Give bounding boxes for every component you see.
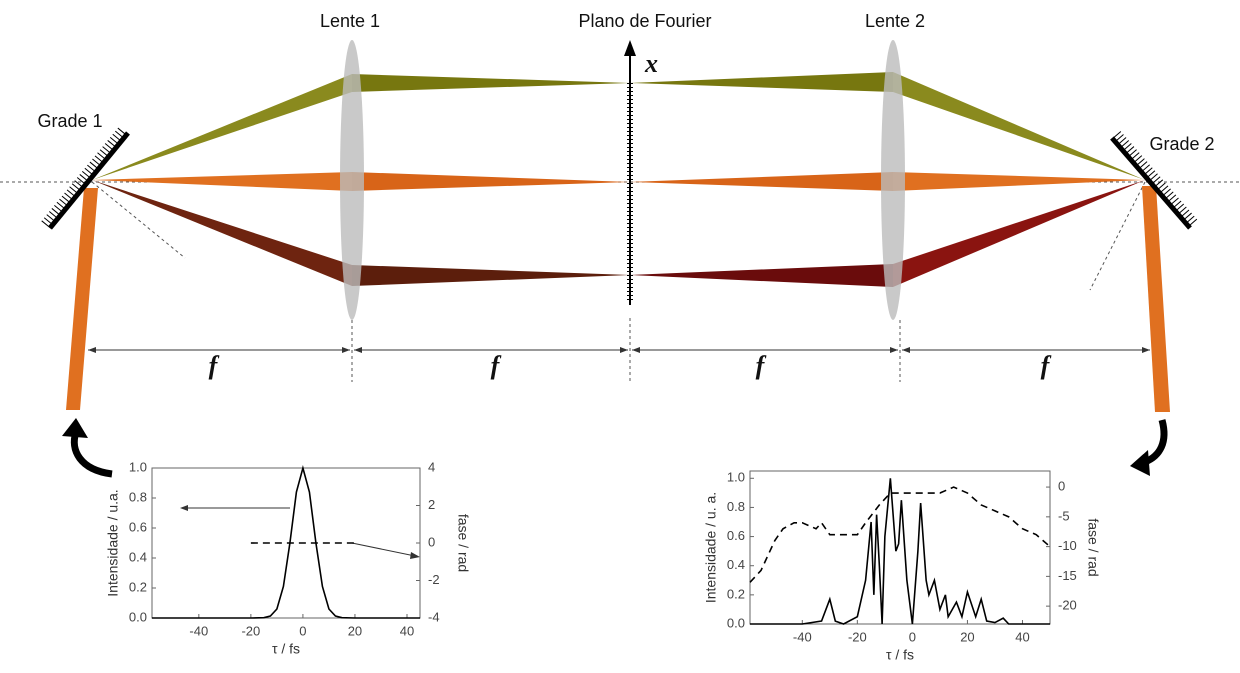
- y-tick-label: 0.6: [727, 528, 745, 543]
- x-axis-label: τ / fs: [272, 641, 300, 657]
- plot-frame: [151, 467, 421, 619]
- y2-tick-label: 0: [428, 534, 435, 549]
- y-tick-label: 0.4: [129, 549, 147, 564]
- beam: [893, 172, 1145, 191]
- label: Lente 2: [865, 11, 925, 31]
- y2-tick-label: -20: [1058, 598, 1077, 613]
- x-tick-label: 0: [299, 623, 306, 638]
- normal-line: [1089, 181, 1146, 291]
- focal-label: f: [209, 351, 220, 380]
- normal-line: [91, 181, 186, 259]
- y2-tick-label: -4: [428, 609, 440, 624]
- x-tick-label: -40: [189, 623, 208, 638]
- label: Lente 1: [320, 11, 380, 31]
- y-tick-label: 0.0: [727, 615, 745, 630]
- x-tick-label: 20: [348, 623, 362, 638]
- output-beam: [1142, 186, 1170, 412]
- x-tick-label: -40: [793, 629, 812, 644]
- curved-arrow-head: [1130, 450, 1150, 476]
- y2-tick-label: 2: [428, 497, 435, 512]
- beam: [352, 172, 630, 191]
- lens: [340, 40, 364, 320]
- y2-axis-label: fase / rad: [1085, 518, 1101, 576]
- annotation-arrow-head: [410, 552, 420, 559]
- y2-tick-label: -10: [1058, 538, 1077, 553]
- x-tick-label: -20: [848, 629, 867, 644]
- y-tick-label: 0.8: [727, 499, 745, 514]
- beam: [630, 264, 893, 287]
- series-line: [750, 478, 1050, 625]
- y2-tick-label: -5: [1058, 508, 1070, 523]
- y-tick-label: 0.8: [129, 489, 147, 504]
- beam: [92, 180, 352, 286]
- grating: [1110, 136, 1192, 230]
- beam: [893, 180, 1145, 287]
- x-tick-label: 20: [960, 629, 974, 644]
- label: Grade 1: [37, 111, 102, 131]
- y2-tick-label: 4: [428, 459, 435, 474]
- beam: [630, 172, 893, 191]
- annotation-arrow: [351, 542, 416, 557]
- y-tick-label: 0.6: [129, 519, 147, 534]
- beam: [92, 172, 352, 191]
- y2-tick-label: -2: [428, 572, 440, 587]
- beam: [92, 74, 352, 180]
- plot-frame: [749, 470, 1051, 625]
- beam: [630, 72, 893, 92]
- beam: [893, 72, 1145, 180]
- arrow-head: [624, 40, 636, 56]
- y2-tick-label: -15: [1058, 568, 1077, 583]
- lens: [881, 40, 905, 320]
- series-line: [152, 464, 420, 619]
- y2-axis-label: fase / rad: [455, 514, 471, 572]
- focal-label: f: [756, 351, 767, 380]
- y-axis-label: Intensidade / u. a.: [703, 492, 719, 603]
- y-tick-label: 0.0: [129, 609, 147, 624]
- x-tick-label: 0: [909, 629, 916, 644]
- axis-label: x: [644, 49, 658, 78]
- focal-label: f: [1041, 351, 1052, 380]
- dimension-arrows: [88, 347, 1150, 353]
- beam: [352, 265, 630, 286]
- x-tick-label: -20: [241, 623, 260, 638]
- y-tick-label: 0.2: [129, 579, 147, 594]
- y-axis-label: Intensidade / u.a.: [105, 489, 121, 596]
- focal-label: f: [491, 351, 502, 380]
- label: Grade 2: [1149, 134, 1214, 154]
- x-tick-label: 40: [1015, 629, 1029, 644]
- y-tick-label: 1.0: [129, 459, 147, 474]
- dimension-ticks: [351, 318, 901, 382]
- curved-arrow-head: [62, 418, 88, 438]
- series-line: [749, 486, 1051, 583]
- y2-tick-label: 0: [1058, 479, 1065, 494]
- input-beam: [66, 188, 98, 410]
- x-axis-label: τ / fs: [886, 647, 914, 663]
- beam: [352, 74, 630, 92]
- annotation-arrow-head: [180, 505, 188, 511]
- label: Plano de Fourier: [578, 11, 711, 31]
- grating-teeth: [41, 126, 129, 229]
- y-tick-label: 1.0: [727, 470, 745, 485]
- y-tick-label: 0.4: [727, 557, 745, 572]
- curved-arrow: [70, 430, 113, 478]
- y-tick-label: 0.2: [727, 586, 745, 601]
- x-tick-label: 40: [400, 623, 414, 638]
